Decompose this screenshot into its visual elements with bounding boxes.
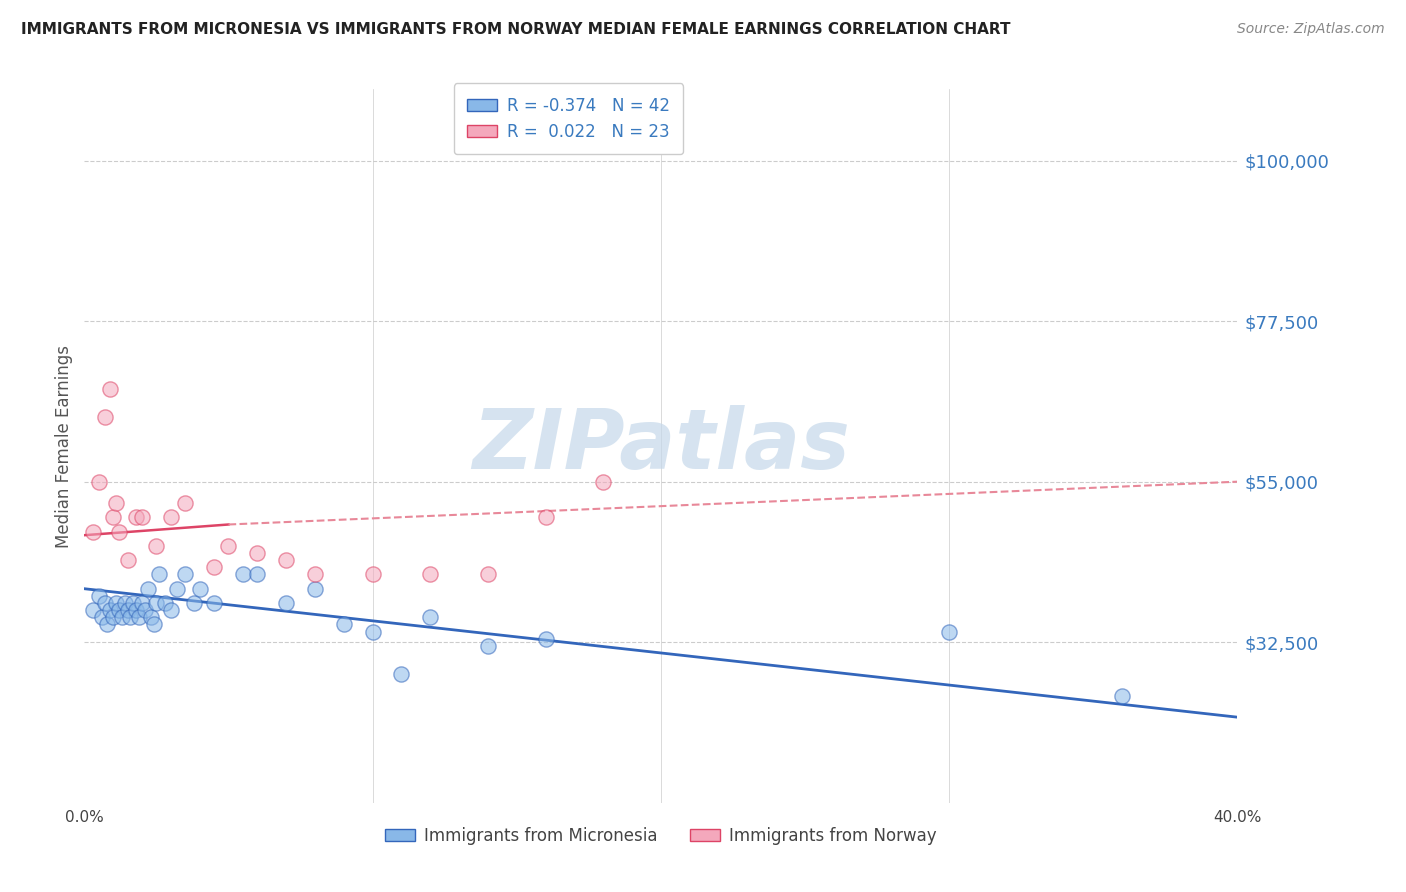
Point: [419, 567, 441, 582]
Text: IMMIGRANTS FROM MICRONESIA VS IMMIGRANTS FROM NORWAY MEDIAN FEMALE EARNINGS CORR: IMMIGRANTS FROM MICRONESIA VS IMMIGRANTS…: [21, 22, 1011, 37]
Point: [103, 610, 124, 624]
Point: [142, 617, 165, 632]
Point: [232, 567, 254, 582]
Point: [120, 610, 142, 624]
Point: [276, 596, 298, 610]
Point: [304, 567, 326, 582]
Point: [174, 567, 197, 582]
Point: [202, 560, 225, 574]
Point: [361, 624, 384, 639]
Point: [111, 610, 134, 624]
Point: [117, 603, 139, 617]
Point: [87, 589, 110, 603]
Point: [87, 475, 110, 489]
Point: [105, 596, 128, 610]
Point: [153, 596, 176, 610]
Point: [246, 567, 269, 582]
Point: [333, 617, 356, 632]
Point: [145, 596, 167, 610]
Point: [188, 582, 211, 596]
Point: [136, 582, 159, 596]
Point: [419, 610, 441, 624]
Point: [477, 639, 499, 653]
Point: [174, 496, 197, 510]
Point: [82, 524, 104, 539]
Point: [114, 596, 136, 610]
Point: [134, 603, 156, 617]
Point: [477, 567, 499, 582]
Point: [82, 603, 104, 617]
Point: [276, 553, 298, 567]
Point: [361, 567, 384, 582]
Y-axis label: Median Female Earnings: Median Female Earnings: [55, 344, 73, 548]
Text: Source: ZipAtlas.com: Source: ZipAtlas.com: [1237, 22, 1385, 37]
Point: [139, 610, 162, 624]
Point: [108, 524, 131, 539]
Point: [183, 596, 205, 610]
Point: [145, 539, 167, 553]
Point: [166, 582, 188, 596]
Point: [202, 596, 225, 610]
Point: [108, 603, 131, 617]
Legend: Immigrants from Micronesia, Immigrants from Norway: Immigrants from Micronesia, Immigrants f…: [378, 821, 943, 852]
Point: [90, 610, 112, 624]
Point: [304, 582, 326, 596]
Point: [534, 510, 557, 524]
Point: [218, 539, 240, 553]
Point: [122, 596, 145, 610]
Point: [98, 382, 121, 396]
Point: [125, 603, 148, 617]
Point: [938, 624, 960, 639]
Point: [93, 410, 115, 425]
Point: [125, 510, 148, 524]
Point: [117, 553, 139, 567]
Point: [160, 510, 183, 524]
Point: [160, 603, 183, 617]
Point: [1111, 689, 1133, 703]
Point: [534, 632, 557, 646]
Point: [148, 567, 170, 582]
Point: [93, 596, 115, 610]
Point: [103, 510, 124, 524]
Point: [246, 546, 269, 560]
Point: [391, 667, 413, 681]
Point: [98, 603, 121, 617]
Point: [592, 475, 614, 489]
Point: [105, 496, 128, 510]
Point: [131, 596, 153, 610]
Text: ZIPatlas: ZIPatlas: [472, 406, 849, 486]
Point: [131, 510, 153, 524]
Point: [96, 617, 118, 632]
Point: [128, 610, 150, 624]
